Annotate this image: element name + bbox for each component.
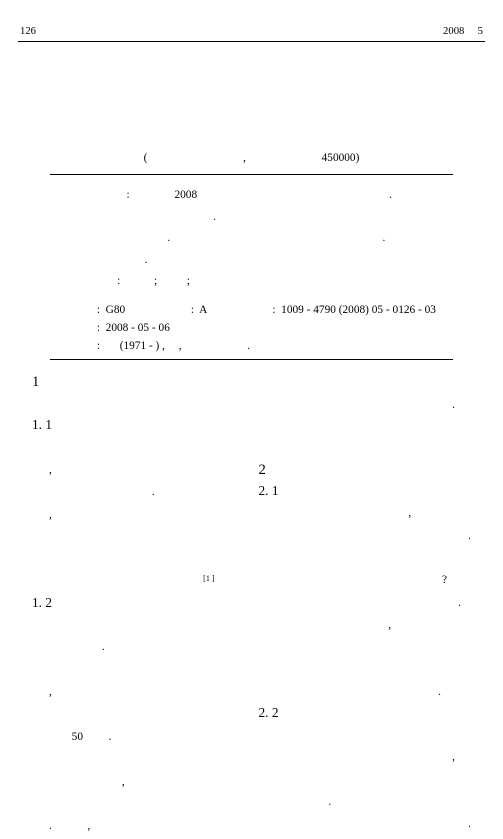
p bbox=[32, 527, 245, 547]
p bbox=[32, 704, 245, 724]
date-value: 2008 - 05 - 06 bbox=[106, 322, 170, 334]
doc-code-value: A bbox=[199, 304, 207, 316]
art-id-label: : bbox=[272, 304, 275, 316]
p: , bbox=[259, 747, 472, 767]
question-mark: ? bbox=[442, 574, 447, 586]
p: . bbox=[259, 526, 472, 546]
abs-dot: . bbox=[177, 207, 216, 229]
abstract-rule-bottom bbox=[50, 359, 453, 360]
p bbox=[32, 794, 245, 814]
abstract-line-3: . bbox=[54, 250, 449, 272]
abs-dot: . bbox=[111, 228, 171, 250]
keywords-line: : ; ; bbox=[54, 271, 449, 293]
abstract-line-1: : 2008 . . bbox=[54, 185, 449, 228]
body-columns: 1 . 1. 1 , . , [1 ] bbox=[30, 374, 473, 839]
cls-label: : bbox=[97, 304, 100, 316]
kw-sep: ; bbox=[154, 275, 157, 287]
header-rule bbox=[18, 41, 485, 42]
num-50: 50 bbox=[72, 731, 83, 743]
p-q: ? bbox=[259, 570, 472, 590]
year-label: 2008 bbox=[443, 26, 464, 37]
abs-dot: . bbox=[353, 185, 392, 207]
p bbox=[32, 549, 245, 569]
page-number: 126 bbox=[20, 26, 36, 37]
classification-line: : G80 : A : 1009 - 4790 (2008) 05 - 0126… bbox=[30, 301, 473, 319]
author-dot: . bbox=[247, 340, 250, 352]
p: , bbox=[32, 682, 245, 702]
p: . , bbox=[32, 816, 245, 836]
abstract-line-2: . . bbox=[54, 228, 449, 250]
author-sep: , bbox=[179, 340, 182, 352]
abs-year: 2008 bbox=[138, 185, 197, 207]
p: , bbox=[32, 772, 245, 792]
p bbox=[32, 660, 245, 680]
affiliation-line: ( , 450000) bbox=[30, 152, 473, 164]
citation-1: [1 ] bbox=[203, 574, 214, 583]
p bbox=[259, 637, 472, 657]
issue-number: 5 bbox=[478, 26, 483, 37]
kw-colon: : bbox=[117, 275, 120, 287]
p: , bbox=[259, 503, 472, 523]
p bbox=[32, 615, 245, 635]
p: , bbox=[259, 615, 472, 635]
two-column-area: 1. 1 , . , [1 ] 1. 2 bbox=[32, 417, 471, 838]
p bbox=[259, 548, 472, 568]
abstract-block: ( , 450000) : 2008 . . . . . bbox=[30, 152, 473, 360]
p-50: 50 . bbox=[32, 727, 245, 747]
p bbox=[259, 660, 472, 680]
affil-code: 450000) bbox=[322, 152, 360, 164]
affil-mid: , bbox=[243, 152, 246, 164]
doc-code-label: : bbox=[191, 304, 194, 316]
date-line: : 2008 - 05 - 06 bbox=[30, 319, 473, 337]
affil-open: ( bbox=[144, 152, 148, 164]
abs-dot: . bbox=[145, 254, 148, 266]
p bbox=[259, 417, 472, 437]
page-header: 126 2008 5 bbox=[0, 0, 503, 41]
p: . bbox=[32, 482, 245, 502]
main-content: ( , 450000) : 2008 . . . . . bbox=[0, 152, 503, 839]
cls-value: G80 bbox=[106, 304, 126, 316]
p: . bbox=[259, 792, 472, 812]
p bbox=[32, 749, 245, 769]
abs-dot: . bbox=[326, 228, 386, 250]
section-1-heading: 1 bbox=[32, 374, 471, 391]
p-cite: [1 ] bbox=[32, 572, 245, 593]
author-label: : bbox=[97, 340, 100, 352]
p bbox=[259, 769, 472, 789]
author-line: : (1971 - ) , , . bbox=[30, 337, 473, 355]
section-1-2-heading: 1. 2 bbox=[32, 595, 245, 611]
header-right: 2008 5 bbox=[443, 26, 483, 37]
right-column: 2 2. 1 , . ? . , bbox=[259, 417, 472, 838]
p: . bbox=[259, 814, 472, 834]
p bbox=[259, 440, 472, 460]
p: . bbox=[259, 682, 472, 702]
p: , bbox=[32, 460, 245, 480]
abstract-body: : 2008 . . . . . : ; ; bbox=[30, 175, 473, 301]
abs-colon: : bbox=[90, 185, 129, 207]
left-column: 1. 1 , . , [1 ] 1. 2 bbox=[32, 417, 245, 838]
p: . bbox=[259, 593, 472, 613]
p: . bbox=[32, 637, 245, 657]
section-2-1-heading: 2. 1 bbox=[259, 483, 472, 499]
section-2-2-heading: 2. 2 bbox=[259, 705, 472, 721]
p bbox=[259, 725, 472, 745]
p-dot: . bbox=[32, 395, 471, 415]
art-id-value: 1009 - 4790 (2008) 05 - 0126 - 03 bbox=[281, 304, 436, 316]
author-value: (1971 - ) , bbox=[120, 340, 165, 352]
date-label: : bbox=[97, 322, 100, 334]
kw-sep: ; bbox=[187, 275, 190, 287]
p: , bbox=[32, 505, 245, 525]
p bbox=[32, 437, 245, 457]
section-1-1-heading: 1. 1 bbox=[32, 417, 245, 433]
section-2-heading: 2 bbox=[259, 462, 472, 479]
